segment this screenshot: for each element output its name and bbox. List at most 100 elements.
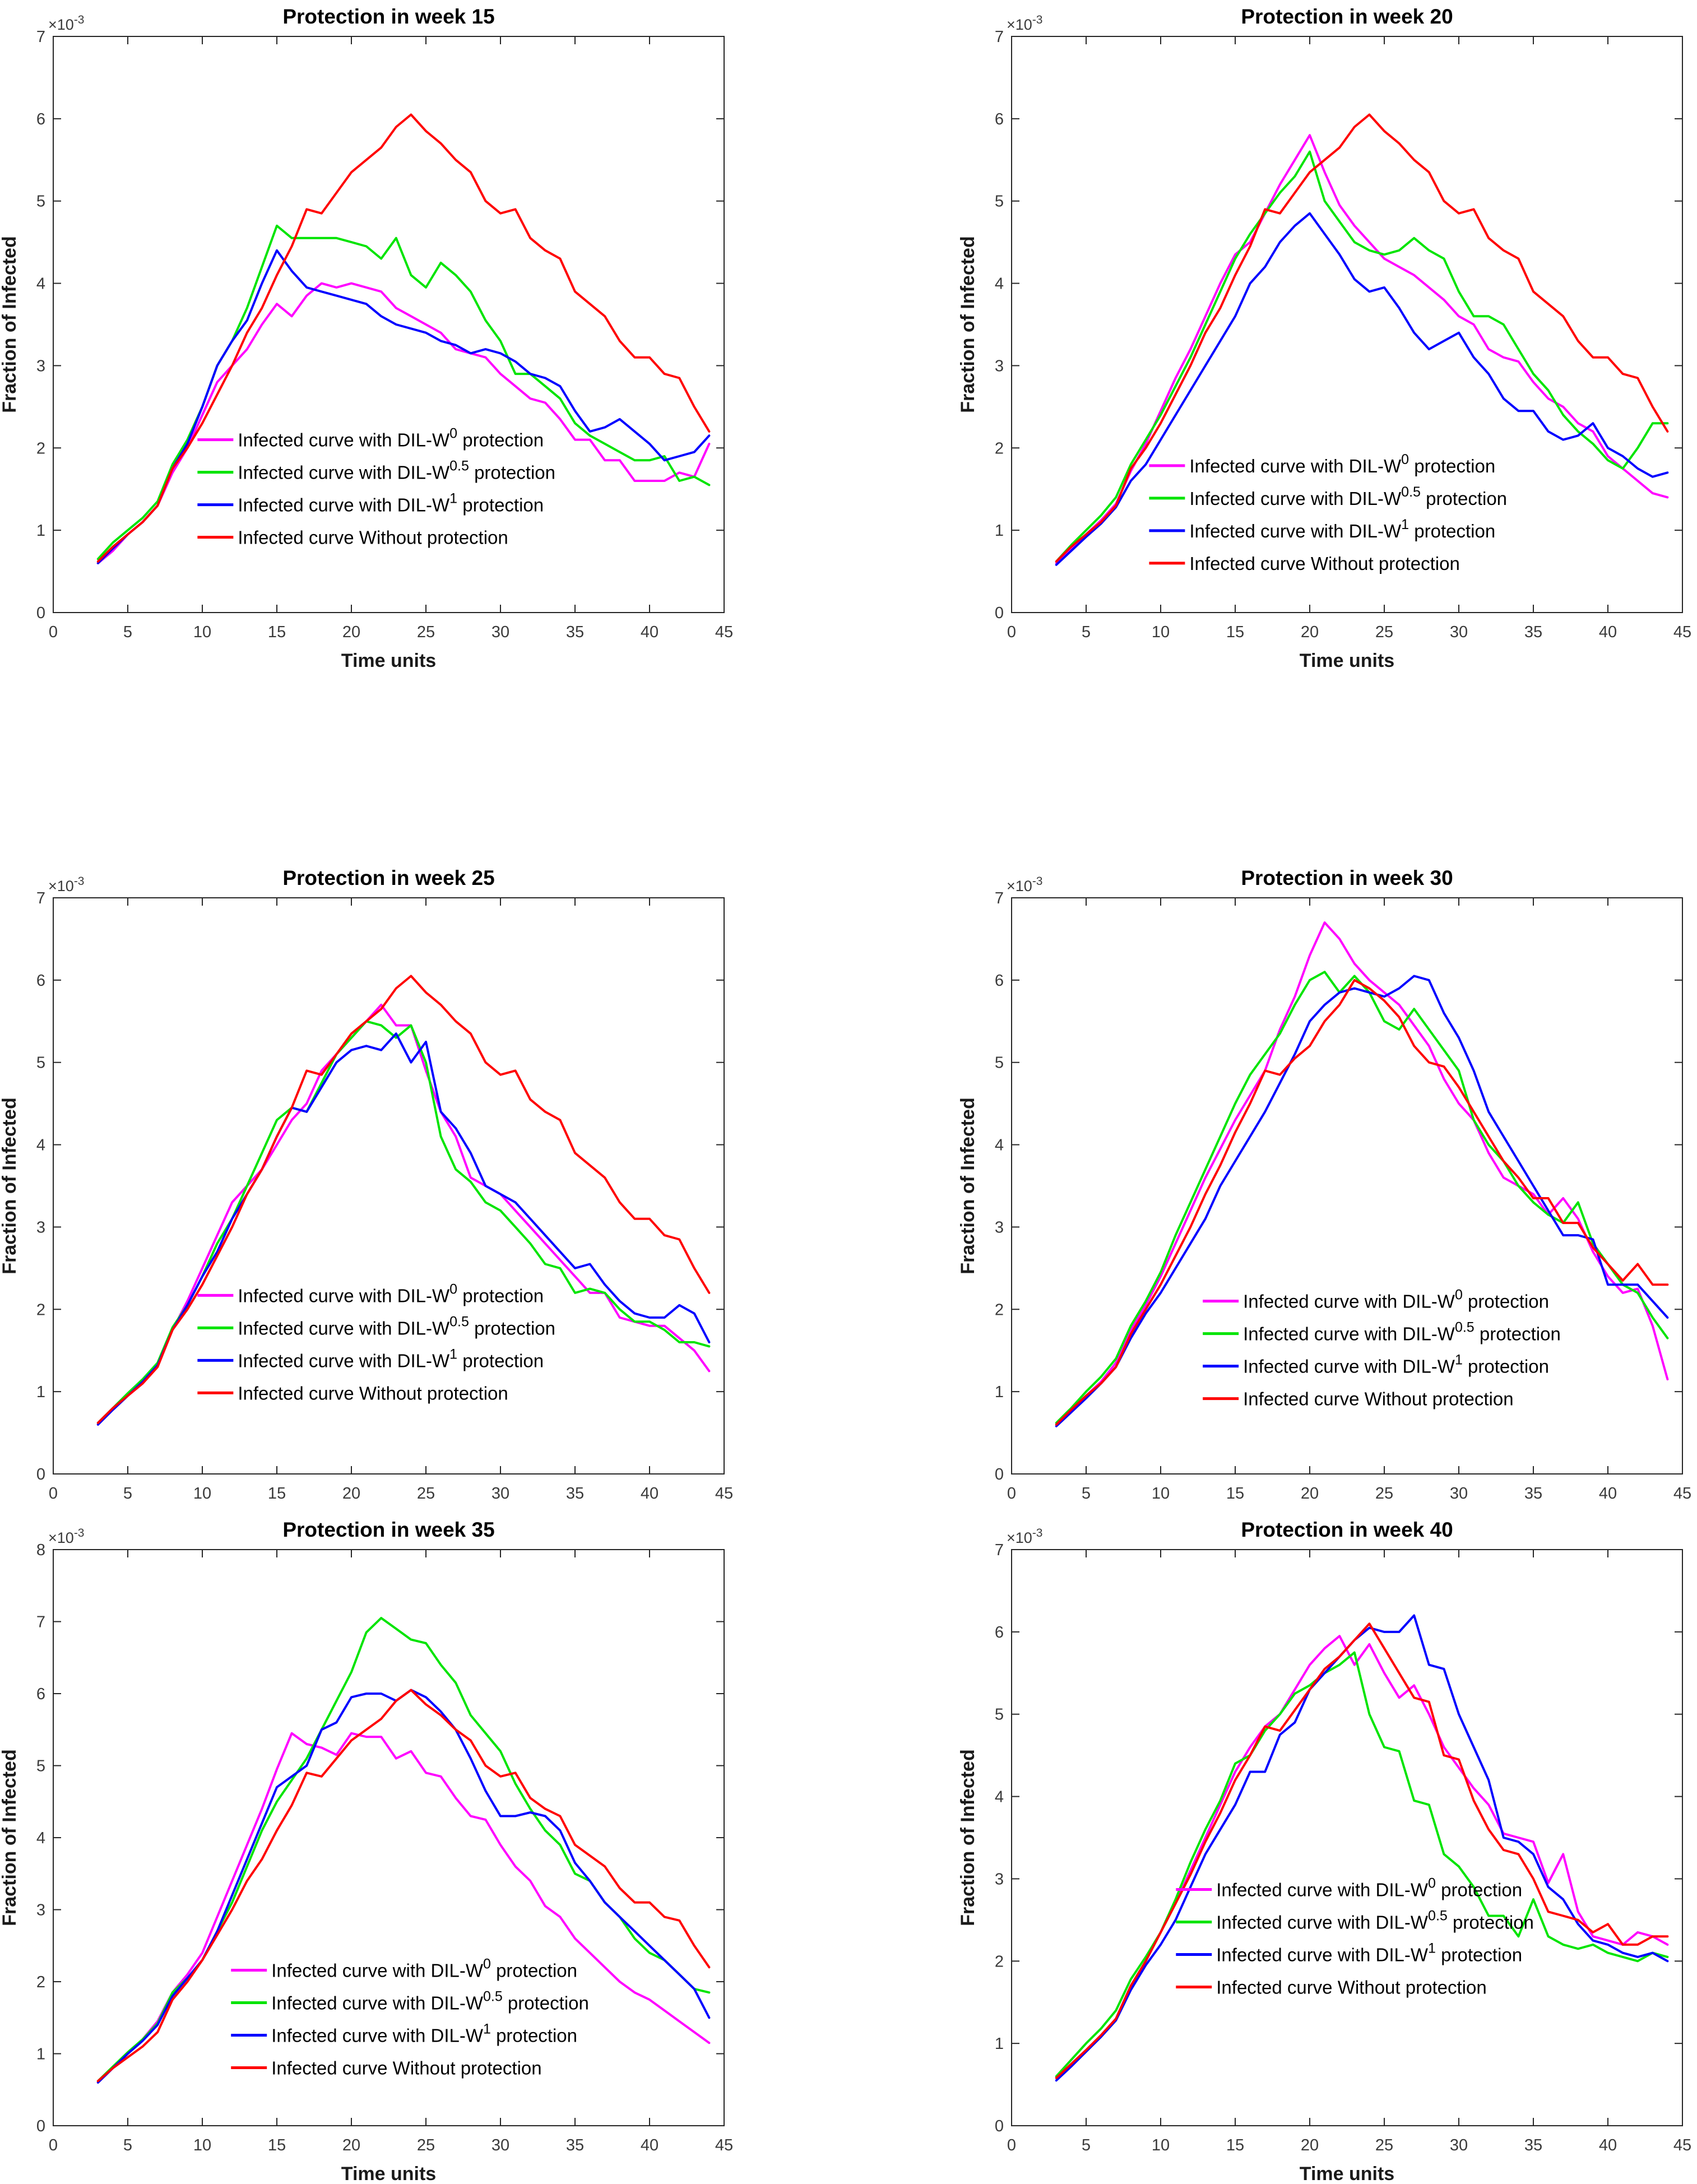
x-tick-label: 40: [641, 623, 659, 641]
x-tick-label: 5: [1082, 1485, 1091, 1503]
chart-week-20: 0 5 10 15 20 25 30 35 40 45 0 1 2 3 4 5 6 7 ×10-3 Protectio…: [958, 0, 1697, 728]
legend-label: Infected curve with DIL-W0 protection: [1189, 452, 1495, 476]
legend: Infected curve with DIL-W0 protection Inf…: [197, 1281, 555, 1403]
series-line-DIL-W^0: [1055, 134, 1669, 564]
x-tick-label: 5: [123, 1485, 132, 1503]
legend-label: Infected curve with DIL-W0.5 protection: [238, 458, 555, 483]
y-tick-label: 5: [36, 1758, 45, 1775]
chart-title: Protection in week 20: [1241, 5, 1453, 28]
y-tick-label: 8: [36, 1541, 45, 1559]
y-tick-label: 1: [995, 1383, 1004, 1401]
x-tick-label: 20: [1301, 623, 1319, 641]
y-axis-label: Fraction of Infected: [958, 1749, 979, 1926]
x-tick-label: 5: [123, 623, 132, 641]
x-tick-label: 0: [1007, 1485, 1016, 1503]
y-tick-label: 7: [995, 889, 1004, 907]
x-axis-label: Time units: [341, 650, 436, 671]
x-tick-label: 35: [566, 1485, 584, 1503]
x-tick-label: 35: [1524, 1485, 1542, 1503]
chart-week-15: 0 5 10 15 20 25 30 35 40 45 0 1 2 3 4 5 6 7 ×10-3 Protectio…: [0, 0, 745, 728]
axes-box: [53, 897, 725, 1474]
legend: Infected curve with DIL-W0 protection Inf…: [1176, 1876, 1534, 1998]
x-tick-label: 40: [641, 1485, 659, 1503]
y-tick-label: 6: [995, 110, 1004, 128]
axes-box: [1011, 1549, 1683, 2126]
x-tick-label: 0: [1007, 2136, 1016, 2154]
x-tick-label: 35: [1524, 2136, 1542, 2154]
x-tick-label: 20: [342, 623, 360, 641]
x-tick-label: 45: [1673, 2136, 1691, 2154]
x-tick-label: 15: [1226, 1485, 1244, 1503]
x-tick-label: 10: [1152, 2136, 1170, 2154]
legend-label: Infected curve Without protection: [1216, 1977, 1486, 1998]
y-tick-label: 3: [995, 357, 1004, 375]
y-axis-exponent-label: ×10-3: [1007, 875, 1043, 894]
series-line-DIL-W^1: [1055, 212, 1669, 566]
chart-background: [958, 1513, 1697, 2184]
legend: Infected curve with DIL-W0 protection Inf…: [1203, 1287, 1561, 1409]
y-tick-label: 4: [995, 275, 1004, 293]
legend-label: Infected curve with DIL-W0 protection: [1216, 1876, 1522, 1900]
x-tick-label: 10: [193, 2136, 211, 2154]
x-tick-label: 35: [566, 623, 584, 641]
series-line-DIL-W^1: [1055, 1614, 1669, 2082]
y-tick-label: 4: [36, 275, 45, 293]
y-tick-label: 7: [36, 28, 45, 46]
x-tick-label: 0: [1007, 623, 1016, 641]
chart-title: Protection in week 40: [1241, 1518, 1453, 1541]
chart-background: [0, 1513, 745, 2184]
legend-label: Infected curve with DIL-W0 protection: [1243, 1287, 1549, 1312]
x-tick-label: 25: [1375, 2136, 1393, 2154]
legend-label: Infected curve Without protection: [1243, 1389, 1513, 1409]
chart-title: Protection in week 30: [1241, 866, 1453, 889]
x-tick-label: 10: [1152, 1485, 1170, 1503]
y-axis-label: Fraction of Infected: [958, 1097, 979, 1274]
legend-label: Infected curve with DIL-W0.5 protection: [1189, 484, 1507, 509]
y-tick-label: 1: [995, 2035, 1004, 2053]
x-tick-label: 20: [1301, 1485, 1319, 1503]
legend-label: Infected curve with DIL-W0.5 protection: [238, 1314, 555, 1338]
y-tick-label: 3: [995, 1870, 1004, 1888]
y-tick-label: 6: [36, 972, 45, 990]
legend-label: Infected curve with DIL-W0.5 protection: [271, 1988, 589, 2013]
x-tick-label: 10: [1152, 623, 1170, 641]
x-tick-label: 40: [1599, 623, 1617, 641]
y-tick-label: 5: [995, 1706, 1004, 1724]
x-tick-label: 25: [1375, 623, 1393, 641]
y-tick-label: 4: [995, 1788, 1004, 1806]
legend-label: Infected curve Without protection: [238, 527, 508, 548]
y-tick-label: 4: [36, 1829, 45, 1847]
series-line-DIL-W^0: [96, 1732, 711, 2084]
chart-title: Protection in week 35: [282, 1518, 494, 1541]
legend-label: Infected curve with DIL-W0.5 protection: [1216, 1908, 1534, 1933]
y-axis-exponent-label: ×10-3: [1007, 1527, 1043, 1546]
axes-box: [1011, 36, 1683, 613]
x-tick-label: 5: [123, 2136, 132, 2154]
y-tick-label: 6: [36, 110, 45, 128]
y-tick-label: 5: [995, 1054, 1004, 1072]
x-tick-label: 30: [492, 623, 509, 641]
x-tick-label: 40: [1599, 1485, 1617, 1503]
y-axis-label: Fraction of Infected: [0, 1097, 20, 1274]
y-tick-label: 0: [995, 604, 1004, 622]
y-tick-label: 1: [36, 1383, 45, 1401]
legend: Infected curve with DIL-W0 protection Inf…: [197, 426, 555, 548]
y-tick-label: 6: [995, 972, 1004, 990]
x-tick-label: 15: [1226, 623, 1244, 641]
legend-label: Infected curve with DIL-W0 protection: [238, 1281, 544, 1306]
x-tick-label: 45: [715, 623, 733, 641]
series-line-DIL-W^0: [96, 282, 711, 564]
axes-box: [53, 36, 725, 613]
series-line-DIL-W^0.5: [1055, 150, 1669, 563]
x-tick-label: 30: [1450, 623, 1468, 641]
y-tick-label: 4: [36, 1137, 45, 1154]
x-tick-label: 0: [49, 2136, 58, 2154]
x-tick-label: 10: [193, 623, 211, 641]
x-axis-label: Time units: [1300, 2163, 1394, 2184]
x-tick-label: 20: [342, 1485, 360, 1503]
y-tick-label: 2: [36, 1301, 45, 1319]
legend-label: Infected curve Without protection: [271, 2057, 541, 2078]
x-tick-label: 15: [268, 2136, 286, 2154]
x-tick-label: 30: [492, 2136, 509, 2154]
